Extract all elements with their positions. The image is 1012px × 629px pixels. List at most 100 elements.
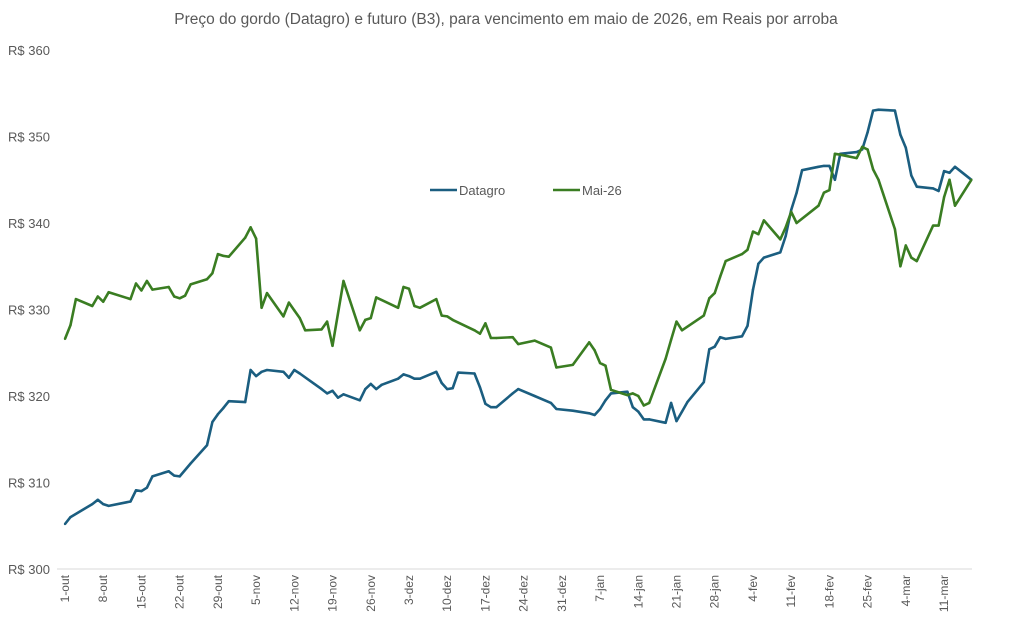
data-point <box>642 404 645 407</box>
data-point <box>91 304 94 308</box>
data-point <box>637 410 640 413</box>
legend-label: Datagro <box>459 183 505 198</box>
x-tick-label: 31-dez <box>555 575 569 612</box>
data-point <box>495 336 498 340</box>
data-point <box>789 210 793 213</box>
x-tick-label: 18-fev <box>822 575 836 608</box>
data-point <box>789 208 793 212</box>
x-tick-label: 17-dez <box>478 575 492 612</box>
data-point <box>183 294 187 297</box>
data-point <box>598 407 602 411</box>
legend-label: Mai-26 <box>582 183 622 198</box>
data-point <box>298 372 301 375</box>
data-point <box>664 421 667 425</box>
data-point <box>899 133 902 136</box>
data-point <box>369 316 372 320</box>
y-tick-label: R$ 320 <box>8 389 50 404</box>
data-point <box>626 393 629 397</box>
data-point <box>489 336 493 340</box>
x-tick-label: 26-nov <box>364 575 378 612</box>
data-point <box>866 130 869 134</box>
data-point <box>254 237 258 240</box>
data-point <box>484 322 487 325</box>
data-point <box>664 357 667 361</box>
data-point <box>555 407 558 411</box>
data-point <box>96 498 99 501</box>
data-point <box>129 500 132 503</box>
x-tick-label: 4-mar <box>899 575 913 606</box>
data-point <box>451 318 454 322</box>
data-point <box>375 296 378 299</box>
data-point <box>140 489 143 493</box>
data-point <box>189 283 192 286</box>
data-point <box>358 399 362 402</box>
data-point <box>478 332 482 335</box>
data-point <box>145 279 149 283</box>
data-point <box>325 392 329 395</box>
data-point <box>533 394 536 398</box>
data-point <box>817 165 820 168</box>
data-point <box>260 306 263 309</box>
data-point <box>243 400 247 404</box>
chart-title: Preço do gordo (Datagro) e futuro (B3), … <box>174 11 838 28</box>
data-point <box>375 387 378 391</box>
data-point <box>173 295 176 298</box>
x-tick-label: 3-dez <box>402 575 416 605</box>
x-tick-label: 12-nov <box>287 575 301 612</box>
data-point <box>369 382 372 386</box>
data-point <box>402 373 405 376</box>
data-point <box>899 265 902 268</box>
data-point <box>604 399 607 402</box>
data-point <box>708 297 711 300</box>
data-point <box>746 324 749 328</box>
data-point <box>669 338 673 341</box>
data-point <box>871 168 875 171</box>
data-point <box>178 475 181 478</box>
data-point <box>795 191 798 194</box>
data-point <box>435 297 438 301</box>
x-tick-label: 25-fev <box>861 575 875 608</box>
data-point <box>134 489 138 492</box>
data-point <box>446 387 449 391</box>
data-point <box>675 320 678 323</box>
data-point <box>282 315 285 318</box>
data-point <box>489 406 493 409</box>
x-tick-label: 24-dez <box>517 575 531 612</box>
data-point <box>648 418 651 421</box>
x-tick-label: 21-jan <box>670 575 684 608</box>
data-point <box>642 418 645 421</box>
data-point <box>243 236 247 239</box>
data-point <box>342 393 345 396</box>
data-point <box>63 337 67 341</box>
data-point <box>407 374 411 378</box>
x-tick-label: 10-dez <box>440 575 454 612</box>
data-point <box>440 381 443 385</box>
data-point <box>129 297 132 301</box>
data-point <box>680 410 684 413</box>
data-point <box>593 348 596 352</box>
data-point <box>331 389 334 393</box>
data-point <box>598 361 602 365</box>
data-point <box>719 335 722 339</box>
data-point <box>260 370 263 373</box>
data-point <box>189 462 192 465</box>
data-point <box>648 401 651 405</box>
data-point <box>336 396 340 399</box>
data-point <box>587 412 591 415</box>
data-point <box>446 315 449 318</box>
data-point <box>833 178 837 181</box>
series-line-mai-26 <box>63 145 973 407</box>
data-point <box>91 502 94 506</box>
x-tick-label: 14-jan <box>631 575 645 608</box>
data-point <box>102 502 105 506</box>
data-point <box>435 370 438 373</box>
data-point <box>866 148 869 151</box>
data-point <box>102 300 105 303</box>
data-point <box>96 295 99 298</box>
data-point <box>69 515 72 519</box>
x-tick-label: 22-out <box>173 574 187 609</box>
x-tick-label: 19-nov <box>326 575 340 612</box>
data-point <box>74 297 78 301</box>
data-point <box>205 444 209 447</box>
